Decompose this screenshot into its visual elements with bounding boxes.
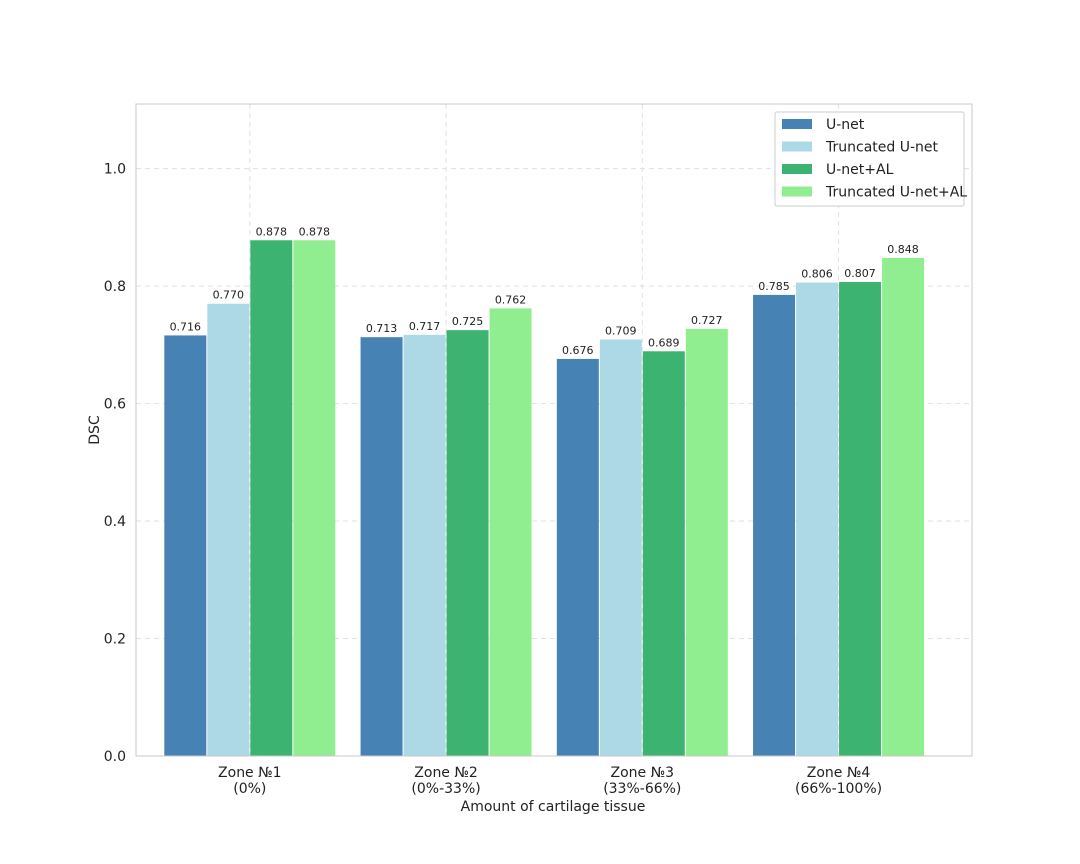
y-tick-label: 0.2 (104, 632, 126, 648)
bar-value-label: 0.878 (299, 225, 331, 238)
bar-value-label: 0.806 (801, 268, 833, 281)
legend-box (774, 111, 965, 207)
bar-value-label: 0.770 (213, 289, 245, 302)
bar (489, 308, 532, 756)
bar-value-label: 0.727 (691, 314, 723, 327)
legend-entry: U-net+AL (826, 162, 894, 178)
bar (839, 281, 882, 756)
bar (796, 282, 839, 756)
bar (250, 240, 293, 757)
bar (599, 339, 642, 756)
legend-swatch (782, 141, 812, 152)
bar (882, 257, 925, 756)
axes: 0.0 0.2 0.4 0.6 0.8 1.0 Zone №1 (0%) Zone №2 (0%-… (104, 162, 882, 797)
bar-value-label: 0.848 (887, 243, 919, 256)
bar (642, 351, 685, 756)
bar (207, 303, 250, 756)
bar (753, 294, 796, 756)
bar-value-label: 0.676 (562, 344, 594, 357)
x-axis-label: Amount of cartilage tissue (461, 799, 646, 815)
y-tick-label: 0.6 (104, 397, 126, 413)
x-tick-label: Zone №1 (0%) (218, 765, 282, 797)
bar (685, 328, 728, 756)
bar (446, 330, 489, 756)
legend-entry: U-net (826, 117, 865, 133)
bar-value-label: 0.725 (452, 315, 484, 328)
bar-value-label: 0.762 (495, 293, 527, 306)
y-tick-label: 0.0 (104, 749, 126, 765)
y-tick-label: 1.0 (104, 162, 126, 178)
bar-value-label: 0.785 (758, 280, 790, 293)
bar-value-label: 0.716 (170, 320, 202, 333)
legend-entry: Truncated U-net+AL (825, 185, 967, 201)
y-tick-label: 0.8 (104, 279, 126, 295)
bar (293, 240, 336, 757)
x-tick-label: Zone №2 (0%-33%) (411, 765, 480, 797)
x-tick-label: Zone №3 (33%-66%) (603, 765, 681, 797)
legend: U-net Truncated U-net U-net+AL Truncated U-… (774, 111, 967, 207)
bar-value-label: 0.689 (648, 336, 680, 349)
bar-value-label: 0.709 (605, 325, 637, 338)
bar-value-label: 0.717 (409, 320, 441, 333)
legend-entry: Truncated U-net (825, 140, 938, 156)
legend-swatch (782, 119, 812, 129)
bar-value-label: 0.807 (844, 267, 876, 280)
bar (403, 334, 446, 756)
y-tick-label: 0.4 (104, 514, 126, 530)
y-axis-label: DSC (87, 415, 103, 445)
bar-value-label: 0.878 (256, 225, 288, 238)
plot-frame (135, 103, 973, 757)
legend-swatch (782, 186, 812, 197)
bar-value-label: 0.713 (366, 322, 398, 335)
bar (556, 358, 599, 756)
bar (164, 335, 207, 756)
legend-swatch (782, 164, 812, 174)
x-tick-label: Zone №4 (66%-100%) (795, 765, 882, 797)
bars: 0.716 0.713 0.676 0.785 0.770 0.717 0.709 0.806… (164, 225, 925, 757)
bar (360, 337, 403, 756)
